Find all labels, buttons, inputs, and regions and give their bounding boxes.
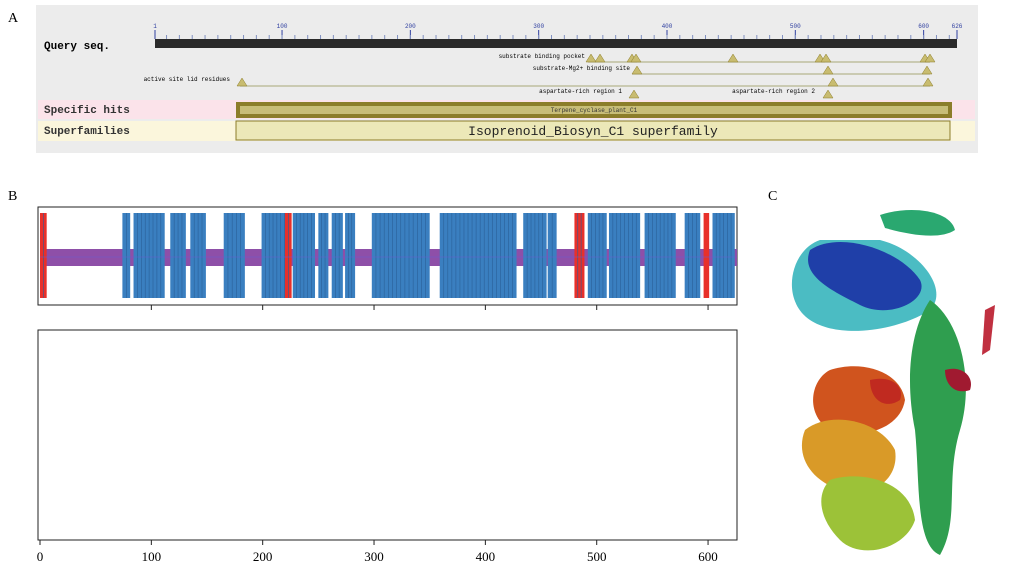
segment xyxy=(588,213,607,298)
feature-label: substrate binding pocket xyxy=(499,53,585,60)
segment xyxy=(345,213,355,298)
figure: A B C Query seq. 1100200300400500600626 … xyxy=(0,0,1019,567)
segment xyxy=(574,213,584,298)
segment xyxy=(190,213,206,298)
segment xyxy=(548,213,557,298)
plot-frame xyxy=(38,330,737,540)
ruler-label: 400 xyxy=(662,23,673,30)
protein-structure xyxy=(792,210,995,555)
segment xyxy=(134,213,165,298)
segment xyxy=(318,213,328,298)
segment-body xyxy=(440,213,517,298)
x-tick-label: 300 xyxy=(364,549,384,564)
segment-body xyxy=(332,213,343,298)
segment-body xyxy=(224,213,245,298)
segment xyxy=(704,213,710,298)
segment xyxy=(224,213,245,298)
segment xyxy=(293,213,315,298)
segment xyxy=(285,213,292,298)
row-label: Superfamilies xyxy=(44,126,130,138)
segment xyxy=(523,213,546,298)
query-bar xyxy=(155,39,957,48)
segment-body xyxy=(318,213,328,298)
segment xyxy=(122,213,130,298)
segment xyxy=(440,213,517,298)
ruler-label: 500 xyxy=(790,23,801,30)
specific-hit-label: Terpene_cyclase_plant_C1 xyxy=(551,107,638,114)
segment xyxy=(609,213,640,298)
row-label: Specific hits xyxy=(44,105,130,117)
x-tick-label: 600 xyxy=(698,549,718,564)
segment xyxy=(713,213,735,298)
panel-label: A xyxy=(8,11,19,26)
segment-body xyxy=(345,213,355,298)
x-tick-label: 0 xyxy=(37,549,44,564)
feature-label: active site lid residues xyxy=(144,76,231,83)
feature-label: aspartate-rich region 1 xyxy=(539,88,622,95)
segment xyxy=(645,213,676,298)
panel-label: C xyxy=(768,189,777,204)
segment xyxy=(170,213,186,298)
x-tick-label: 100 xyxy=(142,549,162,564)
ruler-label: 300 xyxy=(533,23,544,30)
x-tick-label: 200 xyxy=(253,549,273,564)
row-label: Query seq. xyxy=(44,41,110,53)
segment-body xyxy=(704,213,710,298)
segment-body xyxy=(574,213,584,298)
x-tick-label: 500 xyxy=(587,549,607,564)
segment xyxy=(40,213,47,298)
segment xyxy=(262,213,289,298)
ruler-label: 200 xyxy=(405,23,416,30)
feature-label: aspartate-rich region 2 xyxy=(732,88,815,95)
superfamily-label: Isoprenoid_Biosyn_C1 superfamily xyxy=(468,124,718,139)
segment xyxy=(372,213,430,298)
segment xyxy=(332,213,343,298)
ruler-label: 100 xyxy=(277,23,288,30)
panel-label: B xyxy=(8,189,17,204)
segment-body xyxy=(588,213,607,298)
ruler-label: 626 xyxy=(952,23,963,30)
ruler-label: 600 xyxy=(918,23,929,30)
segment xyxy=(685,213,701,298)
feature-label: substrate-Mg2+ binding site xyxy=(533,65,631,72)
x-tick-label: 400 xyxy=(476,549,496,564)
ruler-label: 1 xyxy=(153,23,157,30)
